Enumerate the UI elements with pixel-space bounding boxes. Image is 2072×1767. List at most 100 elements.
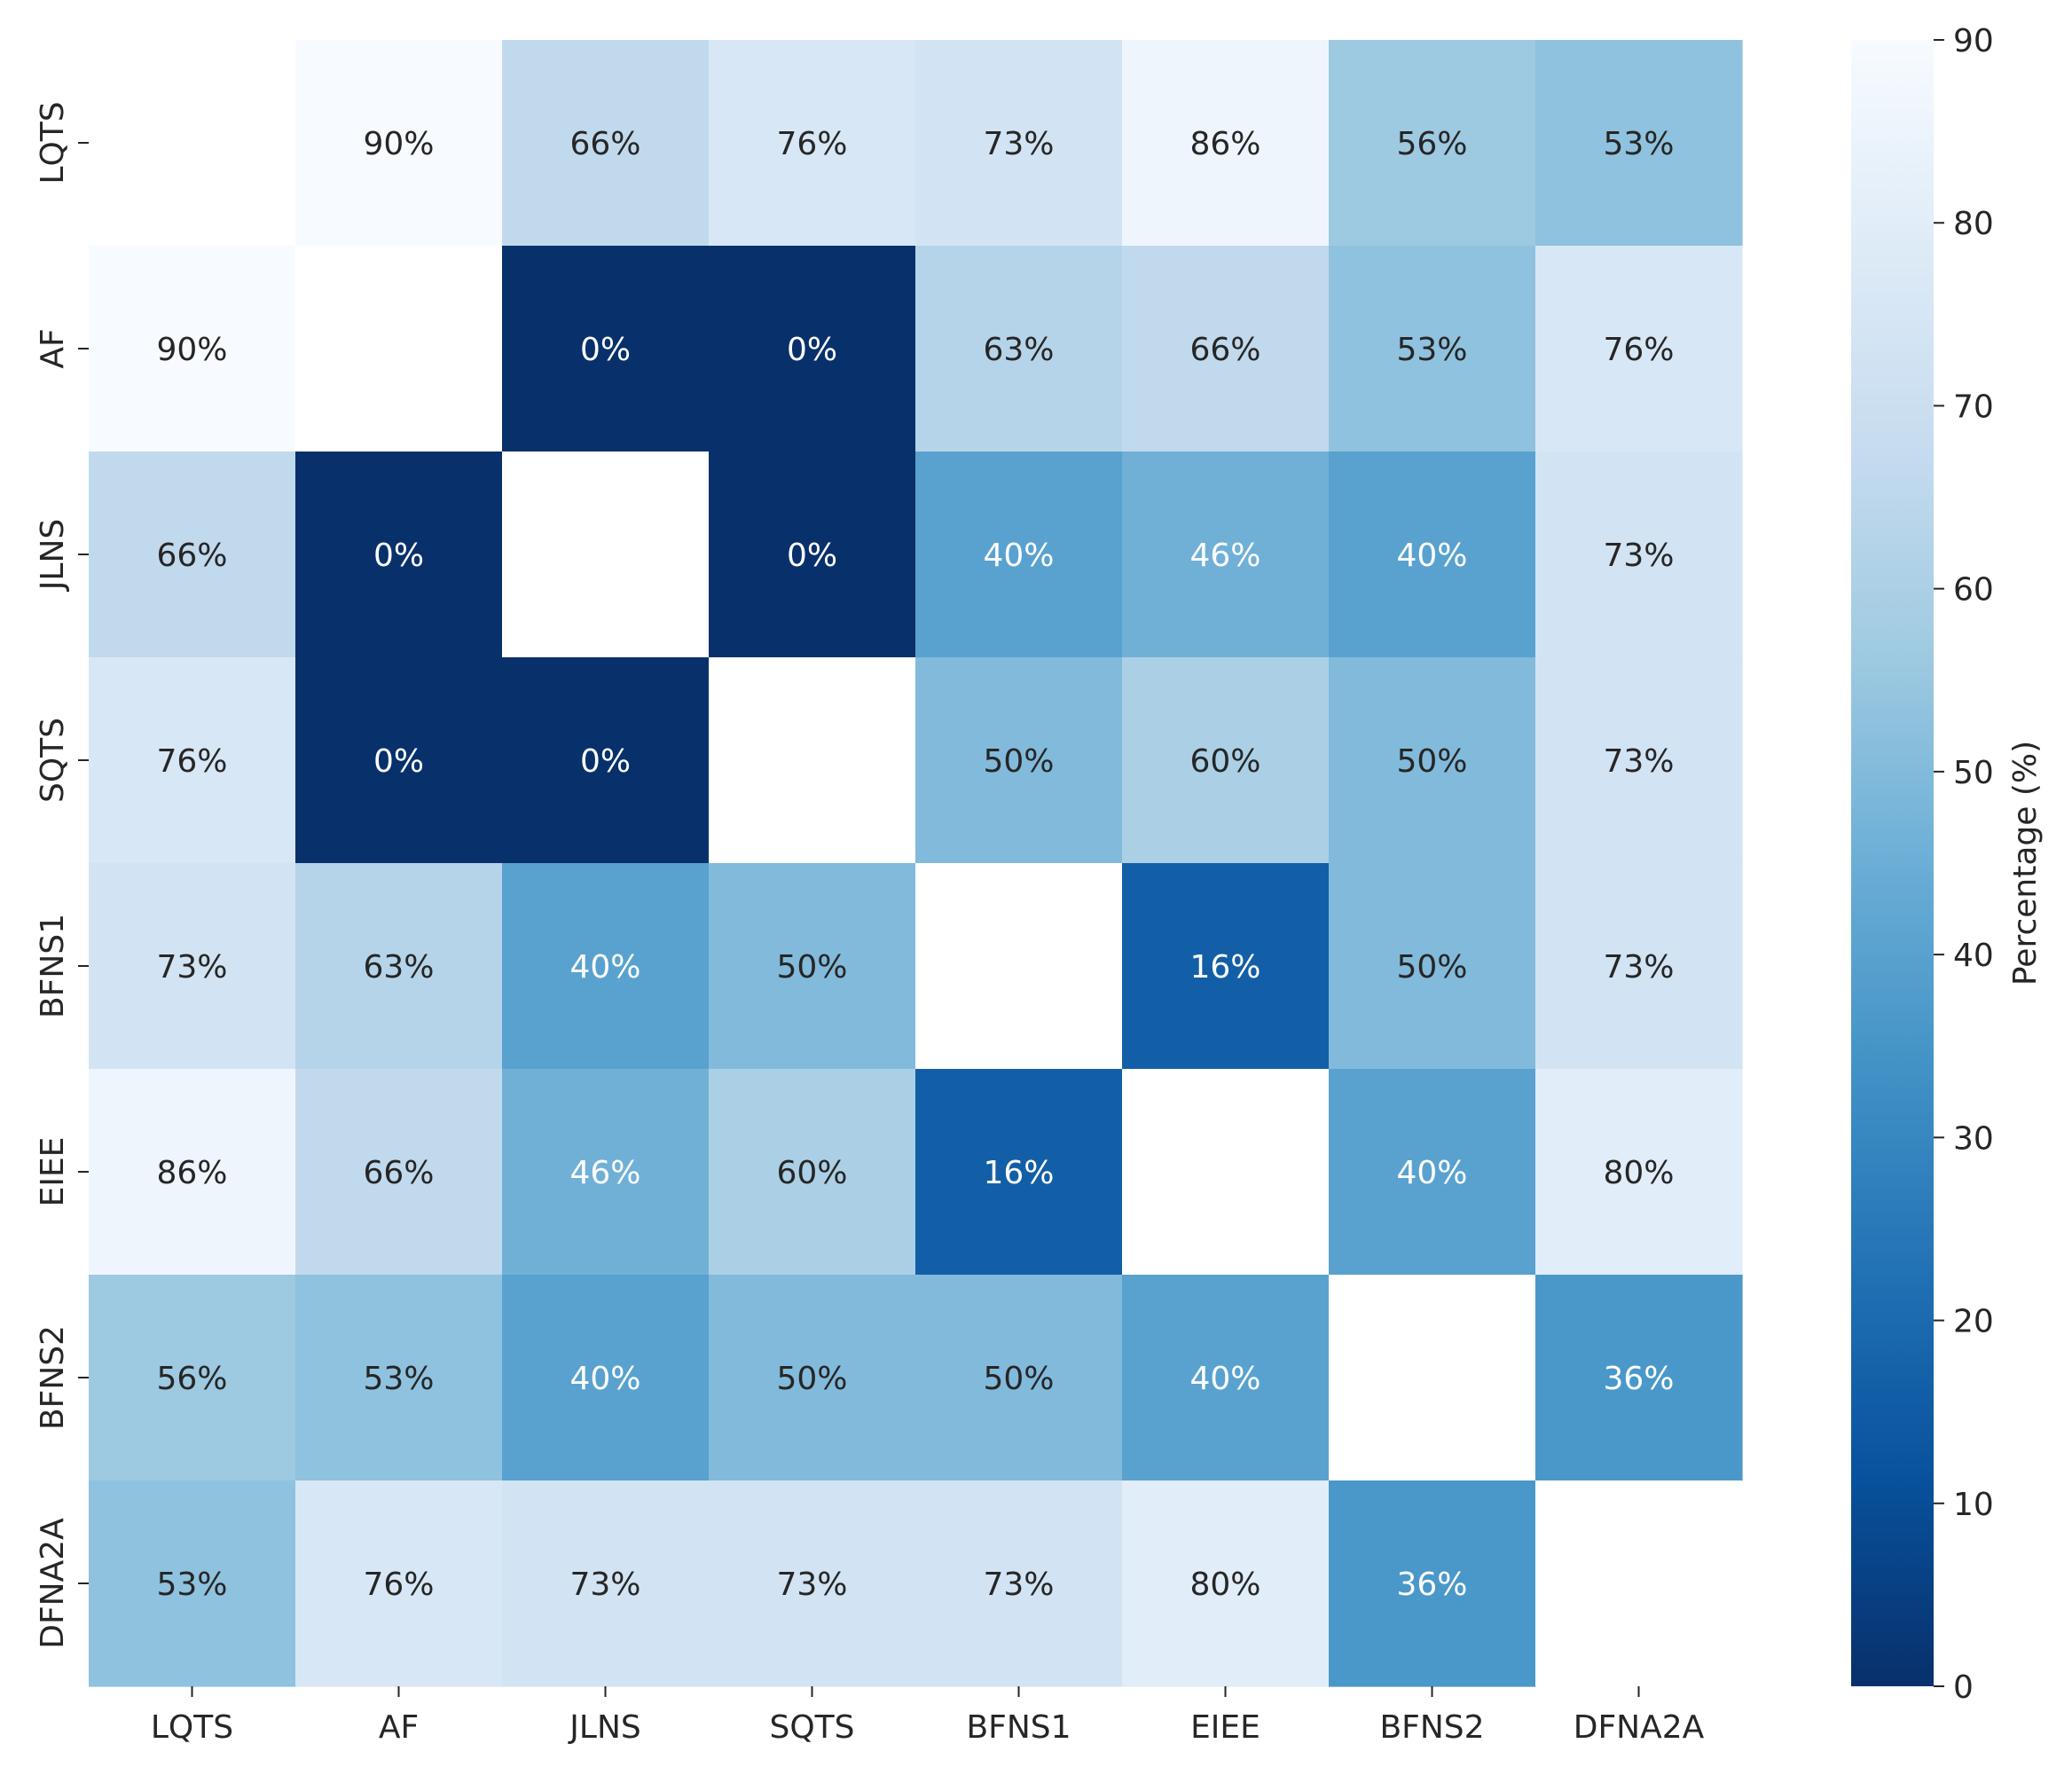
colorbar-tick-label: 40 xyxy=(1953,938,1994,974)
colorbar-tick-label: 90 xyxy=(1953,23,1994,59)
colorbar: 0 10 20 30 40 50 60 70 80 90 Percentage (%) xyxy=(1851,23,2044,1706)
cell-value-label: 50% xyxy=(776,949,847,986)
cell-value-label: 0% xyxy=(580,743,631,780)
colorbar-tick-label: 30 xyxy=(1953,1120,1994,1157)
heatmap-cell xyxy=(1329,40,1536,247)
heatmap-cell xyxy=(502,40,710,247)
cell-value-label: 16% xyxy=(983,1155,1054,1191)
cell-value-label: 40% xyxy=(569,1361,640,1397)
y-tick-label: BFNS2 xyxy=(35,1325,71,1430)
colorbar-tick-label: 60 xyxy=(1953,572,1994,609)
heatmap-cell xyxy=(1122,452,1330,658)
cell-value-label: 50% xyxy=(1396,743,1467,780)
y-axis: LQTS AF JLNS SQTS BFNS1 EIEE BFNS2 DFNA2A xyxy=(35,101,89,1649)
heatmap-cell xyxy=(1122,863,1330,1070)
heatmap-cell xyxy=(89,1275,296,1481)
heatmap-cell xyxy=(295,40,503,247)
heatmap-cell xyxy=(1122,246,1330,452)
heatmap-cell-empty xyxy=(1122,1069,1329,1275)
colorbar-tick-label: 20 xyxy=(1953,1304,1994,1340)
cell-value-label: 40% xyxy=(1396,538,1467,574)
cell-value-label: 0% xyxy=(787,332,837,368)
colorbar-tick-label: 0 xyxy=(1953,1669,1974,1706)
cell-value-label: 60% xyxy=(776,1155,847,1191)
colorbar-tick-label: 70 xyxy=(1953,389,1994,425)
heatmap-cell xyxy=(915,1069,1123,1276)
cell-value-label: 86% xyxy=(156,1155,227,1191)
heatmap-cell xyxy=(1122,1275,1330,1481)
cell-value-label: 73% xyxy=(1603,743,1674,780)
heatmap-cell xyxy=(1535,40,1743,247)
cell-value-label: 76% xyxy=(363,1567,434,1603)
colorbar-tick-label: 50 xyxy=(1953,755,1994,791)
y-tick-label: DFNA2A xyxy=(35,1518,71,1649)
heatmap-cell xyxy=(1535,246,1743,452)
heatmap-cell xyxy=(89,1480,296,1687)
heatmap-cell-empty xyxy=(915,863,1122,1069)
heatmap-cell xyxy=(1535,863,1743,1070)
heatmap-cells xyxy=(89,40,1743,1687)
heatmap-cell xyxy=(915,657,1123,864)
heatmap-cell xyxy=(295,1275,503,1481)
heatmap-cell xyxy=(295,863,503,1070)
cell-value-label: 66% xyxy=(156,538,227,574)
heatmap-cell xyxy=(709,863,916,1070)
cell-value-label: 50% xyxy=(776,1361,847,1397)
y-tick-label: EIEE xyxy=(35,1137,71,1207)
heatmap-cell xyxy=(502,863,710,1070)
cell-value-label: 36% xyxy=(1396,1567,1467,1603)
heatmap-cell-empty xyxy=(1329,1275,1535,1480)
x-tick-label: JLNS xyxy=(568,1709,640,1746)
heatmap-cell xyxy=(1329,863,1536,1070)
heatmap-cell xyxy=(1122,40,1330,247)
heatmap-cell xyxy=(709,452,916,658)
colorbar-tick-label: 10 xyxy=(1953,1487,1994,1523)
heatmap-cell xyxy=(915,246,1123,452)
cell-value-label: 76% xyxy=(156,743,227,780)
cell-value-label: 53% xyxy=(156,1567,227,1603)
heatmap-cell xyxy=(709,1275,916,1481)
heatmap-cell xyxy=(915,452,1123,658)
cell-value-label: 73% xyxy=(1603,949,1674,986)
x-tick-label: BFNS1 xyxy=(966,1709,1071,1746)
cell-value-label: 50% xyxy=(983,743,1054,780)
heatmap-cell-empty xyxy=(709,657,915,863)
cell-value-label: 73% xyxy=(776,1567,847,1603)
heatmap-cell xyxy=(502,246,710,452)
x-axis: LQTS AF JLNS SQTS BFNS1 EIEE BFNS2 DFNA2A xyxy=(151,1686,1705,1746)
heatmap-cell-empty xyxy=(1535,1480,1742,1686)
x-tick-label: BFNS2 xyxy=(1379,1709,1484,1746)
heatmap-cell xyxy=(1535,1275,1743,1481)
cell-value-label: 63% xyxy=(983,332,1054,368)
heatmap-cell xyxy=(1329,246,1536,452)
cell-value-label: 40% xyxy=(1189,1361,1260,1397)
cell-value-label: 0% xyxy=(373,538,424,574)
cell-value-label: 73% xyxy=(983,1567,1054,1603)
colorbar-tick-label: 80 xyxy=(1953,206,1994,242)
heatmap-cell xyxy=(89,452,296,658)
heatmap-cell xyxy=(502,1480,710,1687)
heatmap-cell xyxy=(915,40,1123,247)
heatmap-cell xyxy=(295,1069,503,1276)
x-tick-label: DFNA2A xyxy=(1574,1709,1705,1746)
y-tick-label: JLNS xyxy=(35,519,71,592)
heatmap-cell xyxy=(89,1069,296,1276)
cell-value-label: 56% xyxy=(156,1361,227,1397)
x-tick-label: SQTS xyxy=(769,1709,854,1746)
cell-value-label: 63% xyxy=(363,949,434,986)
cell-value-label: 66% xyxy=(363,1155,434,1191)
cell-value-label: 80% xyxy=(1189,1567,1260,1603)
heatmap-cell-empty xyxy=(295,246,502,452)
heatmap-cell-empty xyxy=(502,452,709,657)
cell-value-label: 60% xyxy=(1189,743,1260,780)
heatmap-cell xyxy=(502,1275,710,1481)
heatmap-cell xyxy=(295,452,503,658)
cell-value-label: 40% xyxy=(1396,1155,1467,1191)
heatmap-cell xyxy=(915,1480,1123,1687)
heatmap-cell xyxy=(295,657,503,864)
x-tick-label: EIEE xyxy=(1190,1709,1260,1746)
heatmap-cell xyxy=(1329,1069,1536,1276)
y-tick-label: BFNS1 xyxy=(35,914,71,1018)
heatmap-cell xyxy=(502,1069,710,1276)
